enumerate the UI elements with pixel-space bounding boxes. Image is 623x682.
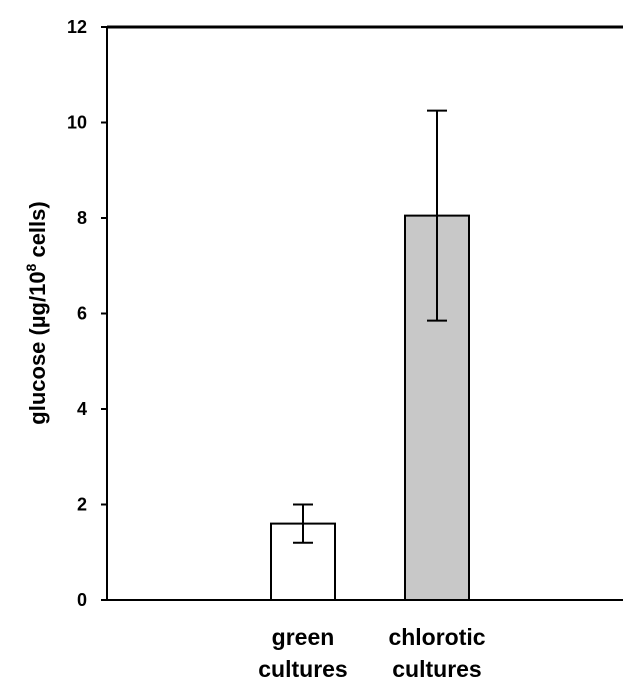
y-tick-label: 10 (67, 113, 87, 133)
y-axis-title: glucose (µg/108 cells) (23, 201, 50, 424)
y-axis-title-main: glucose (µg/10 (25, 271, 50, 424)
y-axis-ticks: 0 2 4 6 8 10 12 (67, 17, 107, 610)
category-label: cultures (258, 656, 347, 682)
plot-frame (106, 25, 623, 601)
category-label: chlorotic (388, 624, 485, 650)
y-tick-label: 4 (77, 399, 87, 419)
category-label: cultures (392, 656, 481, 682)
error-bars (293, 109, 447, 544)
y-tick-label: 2 (77, 495, 87, 515)
y-axis-title-superscript: 8 (23, 263, 39, 271)
y-tick-label: 8 (77, 208, 87, 228)
y-tick-label: 12 (67, 17, 87, 37)
y-tick-label: 6 (77, 304, 87, 324)
y-axis-title-tail: cells) (25, 201, 50, 263)
category-labels: green cultures chlorotic cultures (258, 624, 486, 682)
category-label: green (272, 624, 335, 650)
y-tick-label: 0 (77, 590, 87, 610)
